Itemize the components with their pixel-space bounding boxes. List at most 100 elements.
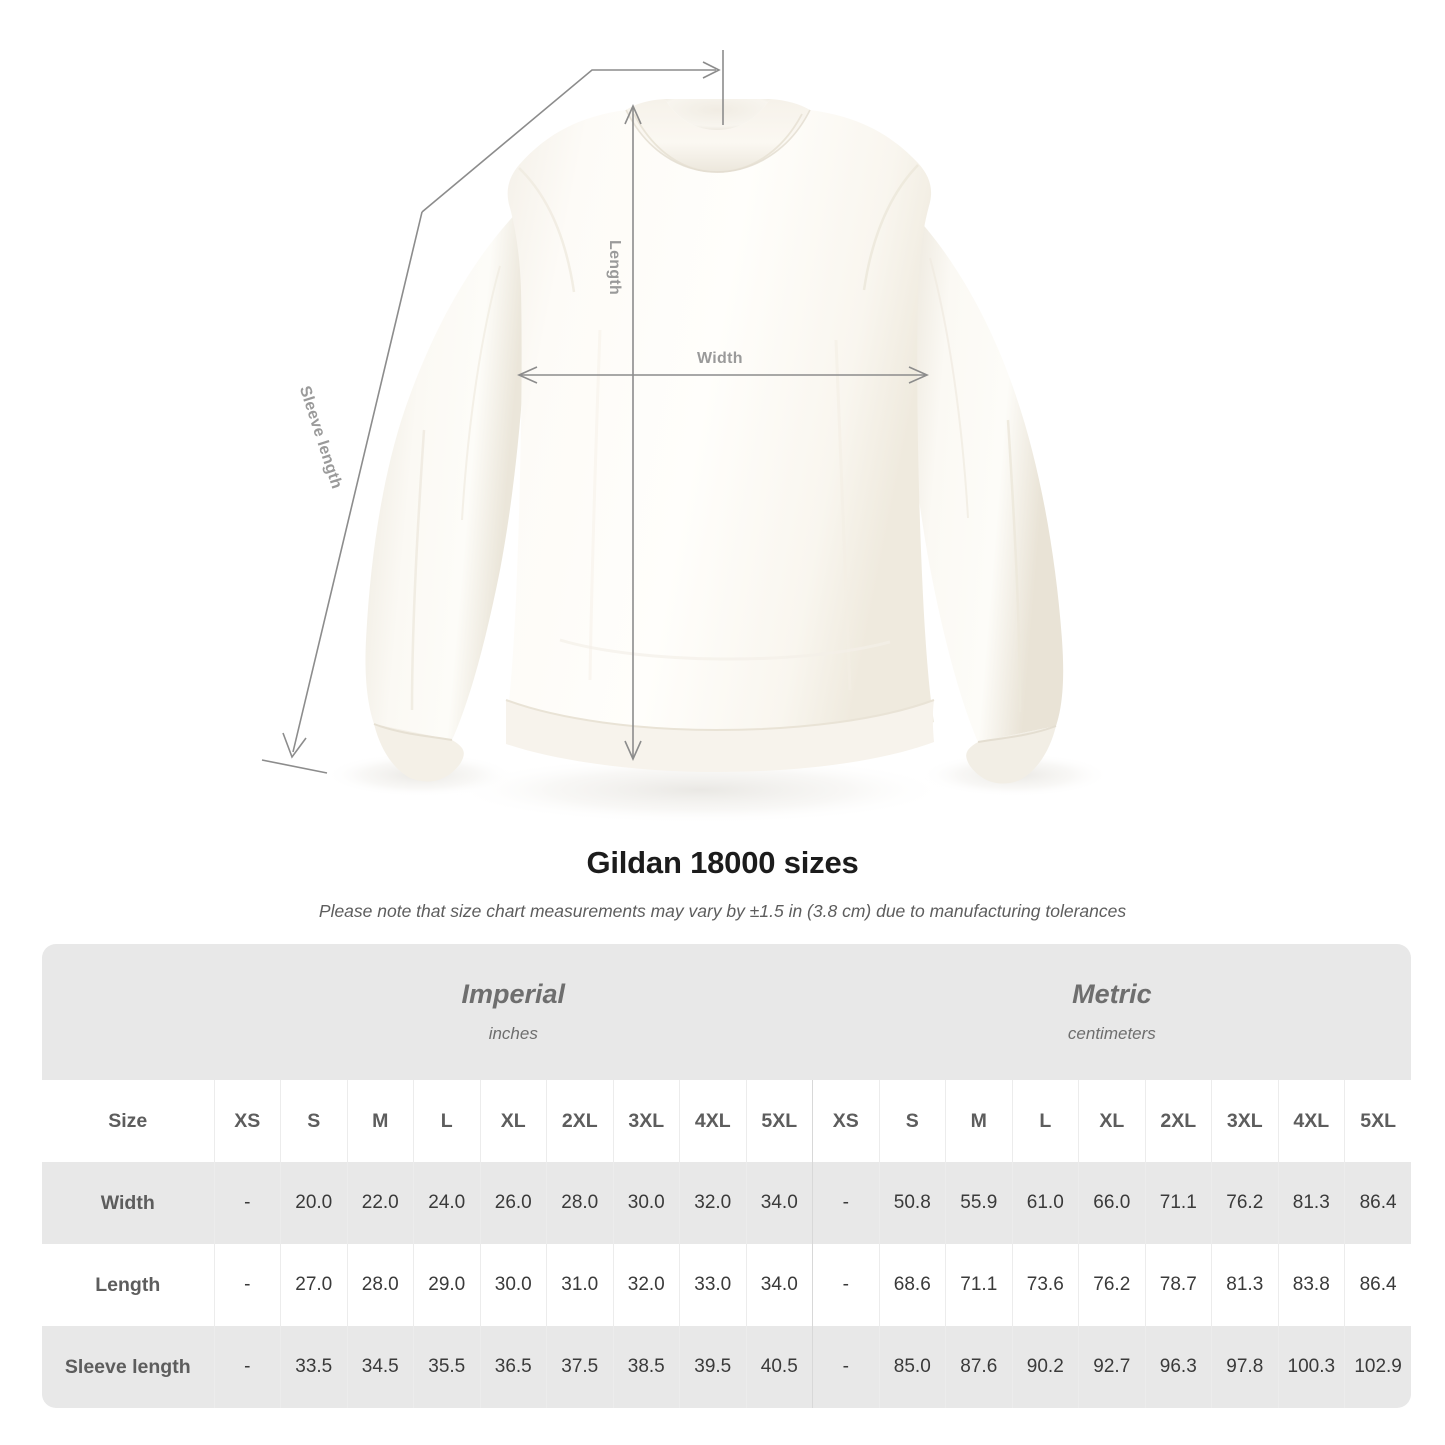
cell-sleeve-imp-6: 38.5 <box>612 1326 680 1408</box>
cell-width-met-2: 55.9 <box>945 1162 1013 1244</box>
cell-width-imp-8: 34.0 <box>745 1162 813 1244</box>
imperial-unit-sub: inches <box>488 1023 538 1043</box>
size-header-met-2: M <box>945 1080 1013 1162</box>
cell-length-imp-0: - <box>213 1244 281 1326</box>
size-header-met-5: 2XL <box>1144 1080 1212 1162</box>
cell-length-met-0: - <box>812 1244 880 1326</box>
cell-sleeve-met-6: 97.8 <box>1211 1326 1279 1408</box>
size-header-met-8: 5XL <box>1344 1080 1412 1162</box>
cell-sleeve-met-0: - <box>812 1326 880 1408</box>
left-sleeve <box>365 210 528 782</box>
cell-length-met-8: 86.4 <box>1344 1244 1412 1326</box>
width-dimension-label: Width <box>697 350 743 367</box>
cell-sleeve-met-4: 92.7 <box>1078 1326 1146 1408</box>
table-row: Sleeve length - 33.5 34.5 35.5 36.5 37.5… <box>42 1326 1412 1408</box>
cell-length-met-1: 68.6 <box>878 1244 946 1326</box>
collar <box>625 99 811 173</box>
size-header-imp-1: S <box>280 1080 347 1162</box>
shoulder-pointer-line <box>421 61 721 213</box>
size-header-imp-3: L <box>413 1080 480 1162</box>
size-header-met-7: 4XL <box>1277 1080 1345 1162</box>
cell-width-met-5: 71.1 <box>1144 1162 1212 1244</box>
cell-length-met-2: 71.1 <box>945 1244 1013 1326</box>
cell-width-imp-4: 26.0 <box>479 1162 547 1244</box>
sleeve-length-arrow <box>261 211 423 774</box>
tolerance-note: Please note that size chart measurements… <box>318 901 1127 921</box>
size-header-imp-6: 3XL <box>612 1080 680 1162</box>
metric-unit-cell: Metric centimeters <box>812 944 1412 1080</box>
length-arrow <box>624 104 642 761</box>
cell-length-imp-6: 32.0 <box>612 1244 680 1326</box>
cell-width-imp-1: 20.0 <box>280 1162 347 1244</box>
size-header-imp-0: XS <box>213 1080 281 1162</box>
cell-width-met-0: - <box>812 1162 880 1244</box>
cell-width-met-1: 50.8 <box>878 1162 946 1244</box>
cell-sleeve-imp-4: 36.5 <box>479 1326 547 1408</box>
page-title: Gildan 18000 sizes <box>586 845 859 880</box>
cell-length-imp-7: 33.0 <box>679 1244 746 1326</box>
cell-length-met-6: 81.3 <box>1211 1244 1279 1326</box>
row-label-width: Width <box>42 1162 214 1244</box>
table-row: Length - 27.0 28.0 29.0 30.0 31.0 32.0 3… <box>42 1244 1412 1326</box>
cell-width-imp-5: 28.0 <box>546 1162 613 1244</box>
cell-width-imp-0: - <box>213 1162 281 1244</box>
cell-length-imp-8: 34.0 <box>745 1244 813 1326</box>
cell-sleeve-imp-8: 40.5 <box>745 1326 813 1408</box>
cell-sleeve-met-1: 85.0 <box>878 1326 946 1408</box>
cell-width-imp-7: 32.0 <box>679 1162 746 1244</box>
cell-length-met-7: 83.8 <box>1277 1244 1345 1326</box>
size-header-imp-7: 4XL <box>679 1080 746 1162</box>
size-header-row: Size XS S M L XL 2XL 3XL 4XL 5XL XS S M … <box>42 1080 1412 1162</box>
cell-sleeve-imp-1: 33.5 <box>280 1326 347 1408</box>
unit-spacer-cell <box>42 944 214 1080</box>
size-header-met-3: L <box>1011 1080 1079 1162</box>
cell-width-met-4: 66.0 <box>1078 1162 1146 1244</box>
cell-width-met-6: 76.2 <box>1211 1162 1279 1244</box>
cell-width-met-7: 81.3 <box>1277 1162 1345 1244</box>
cell-sleeve-met-2: 87.6 <box>945 1326 1013 1408</box>
size-table: Imperial inches Metric centimeters Size … <box>42 944 1412 1408</box>
cell-width-met-3: 61.0 <box>1011 1162 1079 1244</box>
cell-sleeve-imp-2: 34.5 <box>346 1326 414 1408</box>
garment-illustration: Length Width Sleeve length <box>261 50 1110 824</box>
cell-sleeve-imp-5: 37.5 <box>546 1326 613 1408</box>
length-dimension-label: Length <box>606 240 623 296</box>
cell-length-met-5: 78.7 <box>1144 1244 1212 1326</box>
cell-sleeve-imp-7: 39.5 <box>679 1326 746 1408</box>
cell-length-imp-1: 27.0 <box>280 1244 347 1326</box>
size-header-imp-8: 5XL <box>745 1080 813 1162</box>
sweatshirt-diagram <box>261 50 1110 824</box>
size-header-met-4: XL <box>1078 1080 1146 1162</box>
size-header-met-6: 3XL <box>1211 1080 1279 1162</box>
table-row: Width - 20.0 22.0 24.0 26.0 28.0 30.0 32… <box>42 1162 1412 1244</box>
cell-length-imp-5: 31.0 <box>546 1244 613 1326</box>
cell-width-imp-6: 30.0 <box>612 1162 680 1244</box>
size-row-label: Size <box>42 1080 214 1162</box>
sweatshirt-body <box>505 110 935 772</box>
size-header-met-1: S <box>878 1080 946 1162</box>
row-label-sleeve-length: Sleeve length <box>42 1326 214 1408</box>
measurement-annotations <box>261 50 929 774</box>
cell-sleeve-imp-0: - <box>213 1326 281 1408</box>
chart-header: Gildan 18000 sizes Please note that size… <box>0 845 1445 922</box>
row-label-length: Length <box>42 1244 214 1326</box>
metric-unit-name: Metric <box>1072 979 1152 1010</box>
cell-sleeve-imp-3: 35.5 <box>413 1326 480 1408</box>
size-header-imp-2: M <box>346 1080 414 1162</box>
cell-length-imp-2: 28.0 <box>346 1244 414 1326</box>
imperial-unit-cell: Imperial inches <box>214 944 813 1080</box>
cell-sleeve-met-3: 90.2 <box>1011 1326 1079 1408</box>
size-table-container: Imperial inches Metric centimeters Size … <box>42 944 1412 1408</box>
size-header-met-0: XS <box>812 1080 880 1162</box>
cell-length-met-3: 73.6 <box>1011 1244 1079 1326</box>
width-arrow <box>517 366 929 384</box>
size-header-imp-4: XL <box>479 1080 547 1162</box>
cell-width-imp-2: 22.0 <box>346 1162 414 1244</box>
unit-header-row: Imperial inches Metric centimeters <box>42 944 1412 1080</box>
size-header-imp-5: 2XL <box>546 1080 613 1162</box>
garment-shadow <box>325 753 1110 824</box>
cell-length-imp-4: 30.0 <box>479 1244 547 1326</box>
cell-sleeve-met-8: 102.9 <box>1344 1326 1412 1408</box>
cell-sleeve-met-7: 100.3 <box>1277 1326 1345 1408</box>
